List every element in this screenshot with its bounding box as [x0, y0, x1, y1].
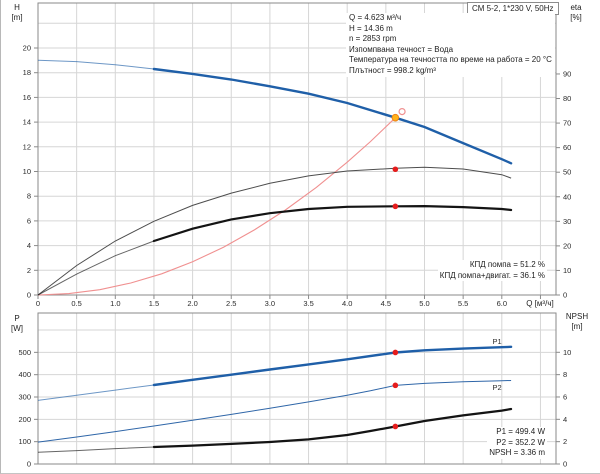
power-npsh-chart[interactable]: 0 100 200 300 400 500 0 2 4 6 8 10 P1 P2 — [18, 312, 571, 469]
head-efficiency-chart-x-tick: 1.5 — [149, 299, 159, 308]
head-efficiency-chart-border — [37, 2, 557, 296]
head-efficiency-chart-left-tick: 8 — [27, 192, 31, 201]
total-efficiency-curve[interactable] — [152, 204, 513, 243]
head-efficiency-chart-left-tick: 0 — [27, 291, 31, 300]
efficiency-readout-box: КПД помпа = 51.2 % КПД помпа+двигат. = 3… — [437, 260, 547, 282]
info-liquid: Изпомпвана течност = Вода — [349, 44, 454, 54]
pump-efficiency-curve[interactable] — [37, 166, 512, 296]
power-npsh-chart-right-tick: 2 — [563, 437, 567, 446]
head-curve-thin[interactable] — [37, 59, 154, 70]
power-npsh-chart-left-tick: 200 — [18, 415, 31, 424]
head-efficiency-chart-right-tick: 80 — [563, 94, 571, 103]
head-efficiency-chart-right-tick: 0 — [563, 291, 567, 300]
info-density: Плътност = 998.2 kg/m³ — [349, 65, 436, 75]
power-npsh-chart-right-tick: 10 — [563, 348, 571, 357]
total-efficiency-value: КПД помпа+двигат. = 36.1 % — [439, 270, 545, 280]
h-axis-symbol: H — [14, 3, 20, 12]
eta-axis-label: eta [%] — [559, 3, 593, 22]
p1-curve-thin[interactable] — [37, 384, 154, 401]
head-efficiency-chart-left-tick: 4 — [27, 241, 31, 250]
p-axis-unit: [W] — [11, 323, 23, 333]
p1-point[interactable] — [392, 349, 399, 356]
head-efficiency-chart-x-tick: 1.0 — [110, 299, 120, 308]
info-speed: n = 2853 rpm — [349, 34, 397, 44]
head-efficiency-chart-right-tick: 10 — [563, 266, 571, 275]
head-efficiency-chart-x-tick: 4.0 — [342, 299, 352, 308]
pump-efficiency-value: КПД помпа = 51.2 % — [469, 260, 545, 269]
p1-curve[interactable] — [152, 345, 513, 387]
npsh-value: NPSH = 3.36 m — [489, 448, 545, 458]
power-npsh-chart-left-tick: 100 — [18, 437, 31, 446]
head-efficiency-chart-right-tick: 60 — [563, 143, 571, 152]
p2-point[interactable] — [392, 382, 399, 389]
head-efficiency-chart-x-tick: 4.5 — [381, 299, 391, 308]
head-efficiency-chart-left-tick: 6 — [27, 216, 31, 225]
total-efficiency-point[interactable] — [392, 203, 399, 210]
h-axis-label: H [m] — [3, 3, 31, 22]
power-npsh-chart-left-tick: 400 — [18, 370, 31, 379]
npsh-axis-unit: [m] — [571, 321, 583, 331]
head-efficiency-chart-x-tick: 2.5 — [226, 299, 236, 308]
npsh-axis-label: NPSH [m] — [557, 312, 597, 331]
head-efficiency-chart-right-tick: 70 — [563, 119, 571, 128]
curve-label-P1: P1 — [493, 337, 502, 346]
power-npsh-chart-border — [37, 312, 557, 465]
head-efficiency-chart-x-tick: 0 — [36, 299, 40, 308]
info-temperature: Температура на течността по време на раб… — [349, 55, 552, 65]
power-readout-box: P1 = 499.4 W P2 = 352.2 W NPSH = 3.36 m — [487, 427, 547, 459]
head-efficiency-chart-x-tick: 5.0 — [419, 299, 429, 308]
power-npsh-chart-left-tick: 0 — [27, 460, 31, 469]
head-efficiency-chart-left-tick: 2 — [27, 266, 31, 275]
power-npsh-chart-left-tick: 500 — [18, 348, 31, 357]
head-efficiency-chart-x-tick: 0.5 — [71, 299, 81, 308]
head-curve[interactable] — [152, 67, 513, 165]
h-axis-unit: [m] — [11, 12, 23, 22]
head-efficiency-chart-right-tick: 30 — [563, 217, 571, 226]
p2-curve[interactable] — [37, 380, 512, 443]
head-efficiency-chart-left-tick: 18 — [23, 68, 31, 77]
power-npsh-chart-left-tick: 300 — [18, 393, 31, 402]
p2-value: P2 = 352.2 W — [496, 437, 545, 447]
head-efficiency-chart-x-tick: 3.5 — [303, 299, 313, 308]
eta-axis-symbol: eta — [570, 3, 582, 12]
power-npsh-chart-right-tick: 4 — [563, 415, 567, 424]
total-efficiency-curve-thin[interactable] — [37, 240, 155, 296]
head-efficiency-chart-x-tick: 5.5 — [458, 299, 468, 308]
power-npsh-chart-right-tick: 8 — [563, 370, 567, 379]
head-efficiency-chart-left-tick: 10 — [23, 167, 31, 176]
power-npsh-chart-right-tick: 6 — [563, 392, 567, 401]
npsh-curve-thin[interactable] — [37, 446, 154, 453]
head-efficiency-chart-left-tick: 14 — [23, 118, 31, 127]
curve-label-P2: P2 — [493, 383, 502, 392]
power-npsh-chart-right-tick: 0 — [563, 460, 567, 469]
head-efficiency-chart-right-tick: 50 — [563, 168, 571, 177]
head-efficiency-chart-right-tick: 90 — [563, 69, 571, 78]
npsh-curve[interactable] — [152, 407, 513, 449]
p-axis-label: P [W] — [3, 314, 31, 333]
rated-point-circle[interactable] — [398, 108, 406, 116]
duty-point[interactable] — [391, 113, 400, 122]
p1-value: P1 = 499.4 W — [496, 427, 545, 436]
head-efficiency-chart-left-tick: 12 — [23, 142, 31, 151]
p-axis-symbol: P — [14, 314, 20, 323]
npsh-point[interactable] — [392, 423, 399, 430]
duty-info-block: Q = 4.623 м³/ч H = 14.36 m n = 2853 rpm … — [346, 13, 555, 77]
npsh-axis-symbol: NPSH — [565, 312, 589, 321]
info-head: H = 14.36 m — [349, 23, 393, 33]
head-efficiency-chart-left-tick: 20 — [23, 44, 31, 53]
head-efficiency-chart-right-tick: 40 — [563, 192, 571, 201]
head-efficiency-chart-left-tick: 16 — [23, 93, 31, 102]
pump-efficiency-point[interactable] — [392, 166, 399, 173]
head-efficiency-chart-x-tick: 6.0 — [497, 299, 507, 308]
info-flow: Q = 4.623 м³/ч — [349, 13, 402, 22]
eta-axis-unit: [%] — [570, 12, 582, 22]
head-efficiency-chart-x-tick: 2.0 — [187, 299, 197, 308]
system-curve[interactable] — [37, 117, 396, 296]
head-efficiency-chart-x-tick: 3.0 — [265, 299, 275, 308]
head-efficiency-chart-right-tick: 20 — [563, 241, 571, 250]
q-axis-unit-label: Q [м³/ч] — [526, 299, 554, 308]
